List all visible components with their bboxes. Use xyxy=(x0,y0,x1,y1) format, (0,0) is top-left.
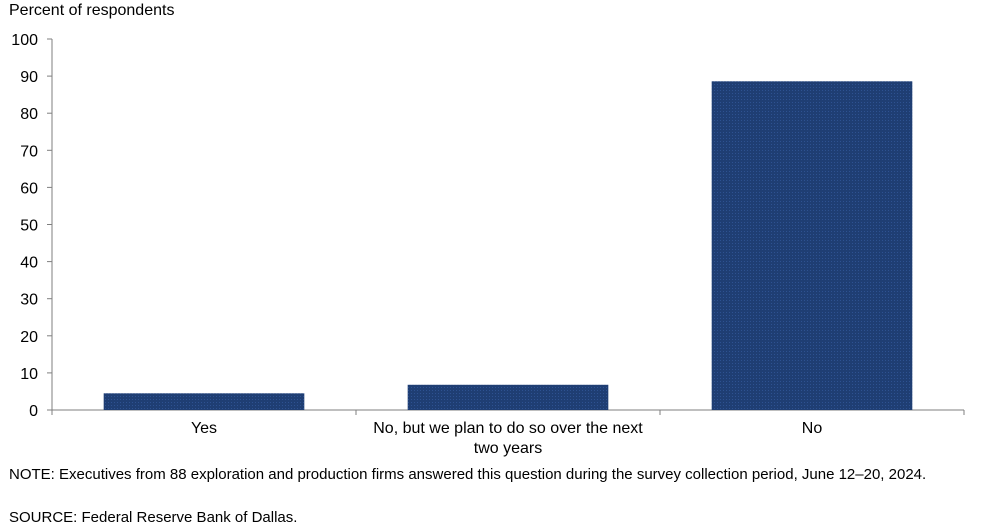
y-tick-label: 40 xyxy=(20,255,38,272)
footnote: NOTE: Executives from 88 exploration and… xyxy=(9,466,927,483)
labels: 0 10 20 30 40 50 60 70 80 90 100 Yes No, but we plan… xyxy=(11,32,822,457)
y-tick-label: 0 xyxy=(29,403,38,420)
x-tick-label: two years xyxy=(474,440,542,457)
y-tick-label: 100 xyxy=(11,32,38,49)
source-note: SOURCE: Federal Reserve Bank of Dallas. xyxy=(9,509,298,526)
x-tick-label: Yes xyxy=(191,420,217,437)
bar xyxy=(103,393,305,410)
y-tick-label: 60 xyxy=(20,180,38,197)
y-tick-label: 30 xyxy=(20,292,38,309)
x-tick-label: No xyxy=(802,420,823,437)
bars xyxy=(103,81,913,410)
y-tick-label: 70 xyxy=(20,143,38,160)
y-tick-label: 50 xyxy=(20,218,38,235)
y-axis-title: Percent of respondents xyxy=(9,2,175,19)
y-tick-label: 80 xyxy=(20,106,38,123)
bar xyxy=(711,81,913,410)
y-tick-label: 90 xyxy=(20,69,38,86)
bar-chart: 0 10 20 30 40 50 60 70 80 90 100 Yes No, but we plan… xyxy=(11,32,965,457)
bar xyxy=(407,384,609,410)
x-tick-label: No, but we plan to do so over the next xyxy=(373,420,643,437)
y-tick-label: 10 xyxy=(20,366,38,383)
y-tick-label: 20 xyxy=(20,329,38,346)
